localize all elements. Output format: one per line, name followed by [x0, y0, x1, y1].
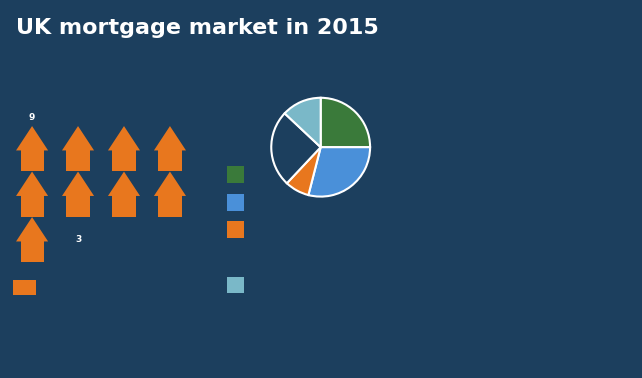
FancyBboxPatch shape	[21, 195, 44, 217]
FancyBboxPatch shape	[21, 241, 44, 262]
FancyBboxPatch shape	[112, 150, 135, 171]
Text: PTBs (25%): PTBs (25%)	[250, 169, 308, 180]
FancyBboxPatch shape	[159, 195, 182, 217]
Text: Total mortgage debt: Total mortgage debt	[35, 334, 178, 347]
Polygon shape	[108, 217, 140, 242]
FancyBboxPatch shape	[13, 280, 37, 295]
FancyBboxPatch shape	[21, 150, 44, 171]
Polygon shape	[16, 126, 48, 150]
FancyBboxPatch shape	[227, 221, 244, 238]
Text: BTL remortgage (13%): BTL remortgage (13%)	[250, 280, 363, 290]
Text: Home owner 83.4%: Home owner 83.4%	[47, 283, 150, 293]
Polygon shape	[108, 172, 140, 196]
Polygon shape	[62, 172, 94, 196]
FancyBboxPatch shape	[227, 166, 244, 183]
Text: Movers (29%): Movers (29%)	[250, 197, 319, 207]
Wedge shape	[320, 98, 370, 147]
FancyBboxPatch shape	[112, 195, 135, 217]
Text: UK mortgage market in 2015: UK mortgage market in 2015	[16, 17, 379, 37]
Text: Buy-to-let 16.6%: Buy-to-let 16.6%	[47, 305, 135, 316]
FancyBboxPatch shape	[67, 150, 90, 171]
Polygon shape	[154, 217, 186, 242]
Text: Lowest rate of difficulty
since 2004: Lowest rate of difficulty since 2004	[451, 66, 619, 94]
Text: 0.91%
of all
loans: 0.91% of all loans	[517, 257, 553, 291]
Text: 11 million mortgaged
properties: 11 million mortgaged properties	[31, 69, 182, 97]
FancyBboxPatch shape	[13, 303, 37, 318]
Polygon shape	[62, 126, 94, 150]
Polygon shape	[154, 126, 186, 150]
Wedge shape	[287, 147, 321, 195]
Text: 9: 9	[29, 113, 35, 122]
Text: BTL house purchase (8%): BTL house purchase (8%)	[250, 225, 377, 235]
Polygon shape	[108, 126, 140, 150]
Text: 3: 3	[75, 234, 81, 243]
Text: Remortgages (25%): Remortgages (25%)	[250, 253, 349, 262]
Text: Up 8% on 2014: Up 8% on 2014	[262, 355, 379, 369]
Text: 101,700
mortgages
>2.5% in
arrears: 101,700 mortgages >2.5% in arrears	[436, 252, 492, 296]
Text: 0.03%
of all
loans in
2014: 0.03% of all loans in 2014	[585, 252, 626, 296]
Polygon shape	[16, 217, 48, 242]
Polygon shape	[16, 172, 48, 196]
Text: 10,200
taken into
possession: 10,200 taken into possession	[435, 127, 492, 161]
Text: £1.3 trillion: £1.3 trillion	[62, 355, 152, 369]
FancyBboxPatch shape	[227, 249, 244, 266]
Wedge shape	[272, 113, 321, 183]
FancyBboxPatch shape	[159, 241, 182, 262]
Text: 0.19%
of all
loans in
2014: 0.19% of all loans in 2014	[585, 122, 626, 166]
FancyBboxPatch shape	[159, 150, 182, 171]
Polygon shape	[62, 217, 94, 242]
FancyBboxPatch shape	[227, 277, 244, 293]
FancyBboxPatch shape	[227, 194, 244, 211]
FancyBboxPatch shape	[67, 195, 90, 217]
Text: £ 220 billion borrowed: £ 220 billion borrowed	[242, 66, 399, 79]
FancyBboxPatch shape	[112, 241, 135, 262]
Wedge shape	[308, 147, 370, 197]
FancyBboxPatch shape	[67, 241, 90, 262]
Wedge shape	[284, 98, 321, 147]
Text: 0.03%
of all
loans: 0.03% of all loans	[517, 127, 553, 161]
Polygon shape	[154, 172, 186, 196]
